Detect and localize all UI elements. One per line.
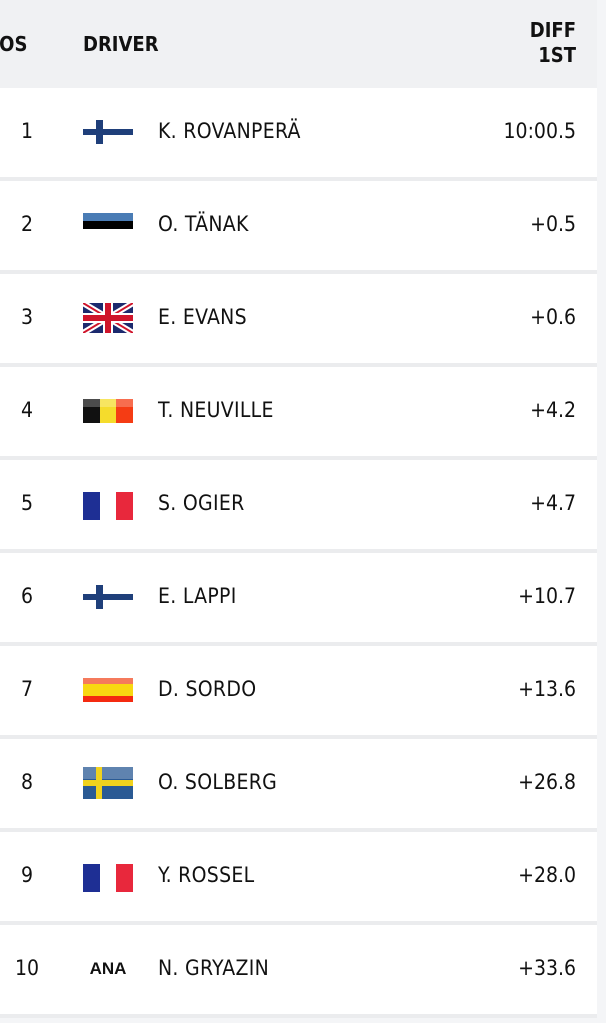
driver-name[interactable]: K. ROVANPERÄ xyxy=(158,119,301,143)
driver-name[interactable]: D. SORDO xyxy=(158,677,257,701)
flag-france-icon xyxy=(83,864,133,896)
header-driver[interactable]: DRIVER xyxy=(83,32,159,56)
table-row[interactable]: 10 ANA N. GRYAZIN +33.6 xyxy=(0,925,597,1018)
diff-1st: +13.6 xyxy=(518,677,576,701)
driver-name[interactable]: E. LAPPI xyxy=(158,584,237,608)
position: 9 xyxy=(20,863,34,887)
table-row[interactable]: 5 S. OGIER +4.7 xyxy=(0,460,597,553)
flag-finland-icon xyxy=(83,120,133,144)
table-row[interactable]: 9 Y. ROSSEL +28.0 xyxy=(0,832,597,925)
driver-name[interactable]: Y. ROSSEL xyxy=(158,863,255,887)
table-row[interactable]: 7 D. SORDO +13.6 xyxy=(0,646,597,739)
driver-name[interactable]: O. TÄNAK xyxy=(158,212,249,236)
table-row[interactable]: 1 K. ROVANPERÄ 10:00.5 xyxy=(0,88,597,181)
driver-name[interactable]: N. GRYAZIN xyxy=(158,956,270,980)
position: 4 xyxy=(20,398,34,422)
flag-ana: ANA xyxy=(89,959,127,978)
flag-finland-icon xyxy=(83,585,133,609)
table-header: POS DRIVER DIFF 1ST xyxy=(0,0,597,88)
position: 5 xyxy=(20,491,34,515)
diff-1st: +26.8 xyxy=(518,770,576,794)
position: 8 xyxy=(20,770,34,794)
position: 3 xyxy=(20,305,34,329)
table-row[interactable]: 2 O. TÄNAK +0.5 xyxy=(0,181,597,274)
diff-1st: +4.7 xyxy=(530,491,576,515)
table-row[interactable]: 3 E. EVANS +0.6 xyxy=(0,274,597,367)
driver-name[interactable]: S. OGIER xyxy=(158,491,245,515)
diff-1st: +10.7 xyxy=(518,584,576,608)
position: 6 xyxy=(20,584,34,608)
flag-france-icon xyxy=(83,492,133,524)
flag-united-kingdom-icon xyxy=(81,300,135,336)
diff-1st: +33.6 xyxy=(518,956,576,980)
diff-1st: 10:00.5 xyxy=(503,119,576,143)
header-diff-line1: DIFF xyxy=(529,18,576,42)
flag-belgium-icon xyxy=(83,399,133,423)
table-row[interactable]: 8 O. SOLBERG +26.8 xyxy=(0,739,597,832)
flag-estonia-icon xyxy=(83,213,133,237)
header-pos[interactable]: POS xyxy=(0,32,28,56)
position: 1 xyxy=(20,119,34,143)
header-diff-1st[interactable]: DIFF 1ST xyxy=(530,18,576,68)
diff-1st: +28.0 xyxy=(518,863,576,887)
flag-sweden-icon xyxy=(83,767,133,799)
position: 7 xyxy=(20,677,34,701)
header-diff-line2: 1ST xyxy=(538,43,576,67)
driver-name[interactable]: O. SOLBERG xyxy=(158,770,278,794)
table-row[interactable]: 6 E. LAPPI +10.7 xyxy=(0,553,597,646)
diff-1st: +4.2 xyxy=(530,398,576,422)
flag-spain-icon xyxy=(83,678,133,702)
diff-1st: +0.5 xyxy=(530,212,576,236)
driver-name[interactable]: T. NEUVILLE xyxy=(158,398,274,422)
diff-1st: +0.6 xyxy=(530,305,576,329)
table-row[interactable]: 4 T. NEUVILLE +4.2 xyxy=(0,367,597,460)
position: 10 xyxy=(14,956,40,980)
driver-name[interactable]: E. EVANS xyxy=(158,305,247,329)
position: 2 xyxy=(20,212,34,236)
